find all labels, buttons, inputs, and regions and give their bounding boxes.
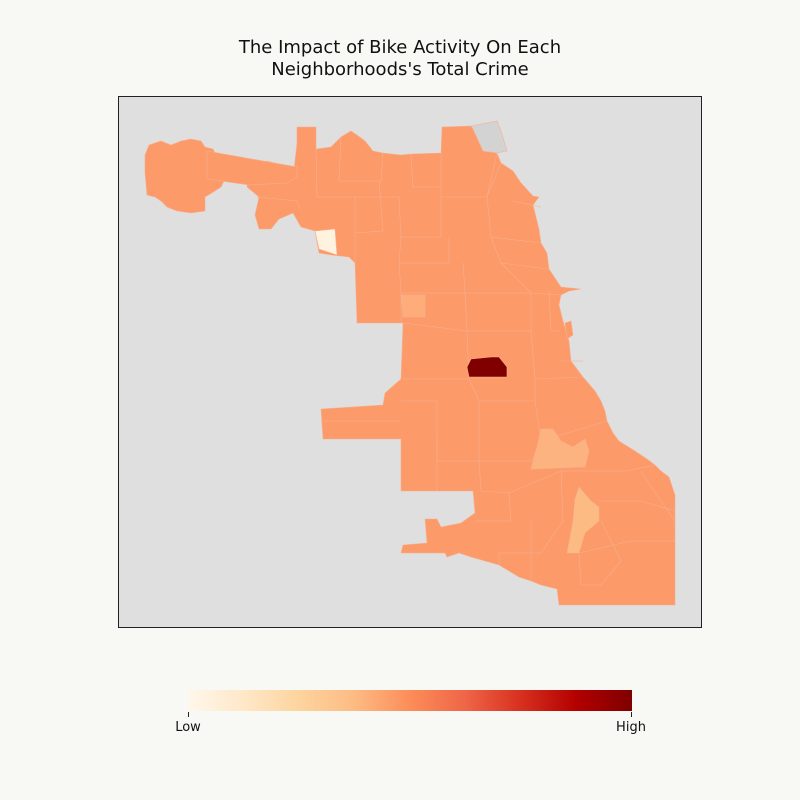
title-line-2: Neighborhoods's Total Crime	[271, 59, 529, 80]
community-boundaries	[256, 136, 676, 586]
area-lowest-northwest	[314, 228, 338, 256]
chicago-map	[144, 120, 676, 606]
ohare-area	[144, 138, 226, 214]
legend-tick-low	[188, 712, 189, 717]
map-area	[118, 96, 702, 628]
legend-low-label: Low	[175, 720, 201, 735]
no-data-area	[470, 120, 508, 154]
ohare-corridor	[206, 150, 298, 186]
city-outline	[246, 125, 676, 606]
area-highest-west-central	[466, 356, 508, 378]
legend-tick-high	[631, 712, 632, 717]
chart-title: The Impact of Bike Activity On Each Neig…	[0, 37, 800, 81]
title-line-1: The Impact of Bike Activity On Each	[238, 37, 562, 58]
colorbar-gradient	[188, 690, 632, 711]
legend-colorbar	[188, 690, 632, 711]
area-below-average-south	[530, 428, 590, 470]
area-below-average-lake	[566, 486, 600, 554]
legend-high-label: High	[616, 720, 646, 735]
area-lower-northwest	[400, 294, 426, 318]
lakefront-fragment	[564, 320, 574, 340]
